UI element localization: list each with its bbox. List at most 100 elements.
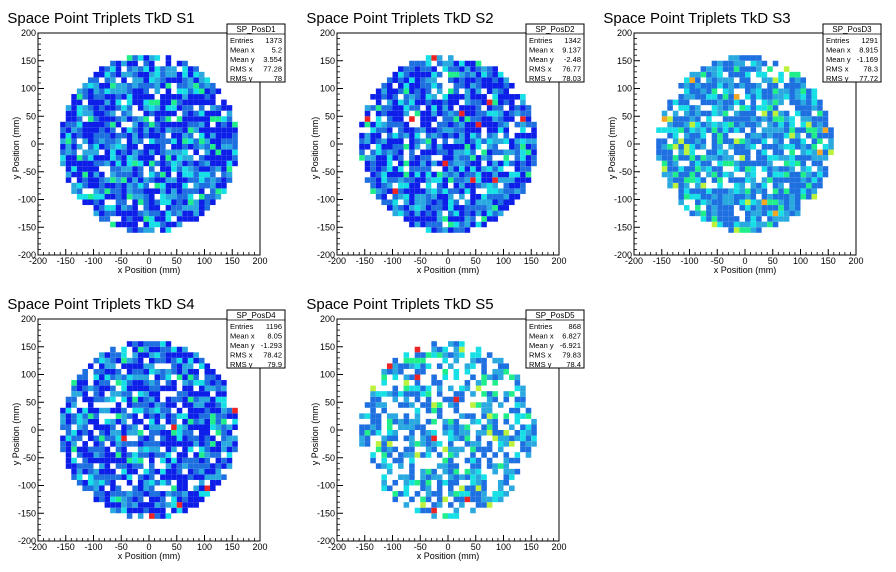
heatmap-bin bbox=[76, 88, 83, 95]
heatmap-bin bbox=[794, 188, 801, 194]
heatmap-bin bbox=[717, 99, 723, 106]
heatmap-bin bbox=[520, 441, 526, 447]
heatmap-bin bbox=[475, 110, 482, 117]
heatmap-bin bbox=[409, 357, 415, 364]
heatmap-bin bbox=[76, 463, 83, 469]
heatmap-bin bbox=[60, 132, 66, 139]
stats-value: 8.05 bbox=[267, 332, 282, 341]
heatmap-bin bbox=[800, 171, 807, 178]
heatmap-bin bbox=[453, 463, 460, 469]
heatmap-bin bbox=[717, 121, 723, 128]
heatmap-bin bbox=[370, 177, 376, 183]
heatmap-bin bbox=[221, 116, 227, 122]
heatmap-bin bbox=[503, 116, 510, 122]
heatmap-bin bbox=[193, 160, 199, 167]
heatmap-bin bbox=[160, 110, 166, 117]
heatmap-bin bbox=[794, 205, 801, 211]
heatmap-bin bbox=[221, 121, 227, 128]
heatmap-bin bbox=[789, 82, 795, 89]
heatmap-bin bbox=[137, 357, 144, 364]
heatmap-bin bbox=[115, 199, 122, 206]
heatmap-bin bbox=[706, 210, 712, 217]
heatmap-bin bbox=[215, 430, 222, 436]
heatmap-bin bbox=[93, 132, 100, 139]
x-tick-label: -100 bbox=[383, 256, 401, 266]
y-tick-label: -150 bbox=[18, 222, 36, 232]
heatmap-bin bbox=[420, 99, 426, 106]
heatmap-bin bbox=[783, 160, 790, 167]
heatmap-bin bbox=[414, 99, 421, 106]
heatmap-bin bbox=[520, 132, 526, 139]
heatmap-bin bbox=[403, 205, 410, 211]
heatmap-bin bbox=[82, 479, 88, 486]
heatmap-bin bbox=[110, 138, 116, 144]
heatmap-bin bbox=[99, 193, 105, 200]
heatmap-bin bbox=[503, 193, 510, 200]
heatmap-bin bbox=[226, 407, 233, 414]
heatmap-bin bbox=[71, 182, 77, 189]
heatmap-bin bbox=[750, 60, 757, 67]
heatmap-bin bbox=[470, 94, 476, 100]
heatmap-bin bbox=[198, 396, 205, 403]
heatmap-bin bbox=[414, 60, 421, 67]
heatmap-bin bbox=[700, 216, 707, 222]
heatmap-bin bbox=[149, 396, 155, 403]
x-tick-label: -50 bbox=[414, 256, 427, 266]
heatmap-bin bbox=[767, 177, 773, 183]
heatmap-bin bbox=[398, 66, 404, 72]
heatmap-bin bbox=[182, 485, 188, 492]
y-tick-label: 200 bbox=[21, 314, 36, 324]
heatmap-bin bbox=[750, 138, 757, 144]
heatmap-bin bbox=[165, 352, 172, 358]
heatmap-bin bbox=[132, 341, 138, 347]
heatmap-bin bbox=[65, 441, 72, 447]
heatmap-bin bbox=[137, 71, 144, 78]
heatmap-bin bbox=[822, 116, 829, 122]
heatmap-bin bbox=[204, 491, 211, 497]
heatmap-bin bbox=[121, 188, 127, 194]
heatmap-bin bbox=[149, 357, 155, 364]
heatmap-bin bbox=[215, 127, 222, 133]
heatmap-bin bbox=[115, 496, 122, 503]
heatmap-bin bbox=[739, 127, 745, 133]
heatmap-bin bbox=[386, 121, 393, 128]
heatmap-bin bbox=[392, 479, 399, 486]
heatmap-bin bbox=[182, 385, 188, 392]
heatmap-bin bbox=[104, 132, 111, 139]
heatmap-bin bbox=[386, 430, 393, 436]
heatmap-bin bbox=[137, 182, 144, 189]
heatmap-bin bbox=[149, 138, 155, 144]
heatmap-bin bbox=[717, 110, 723, 117]
heatmap-bin bbox=[160, 199, 166, 206]
heatmap-bin bbox=[154, 424, 161, 430]
heatmap-bin bbox=[87, 144, 94, 150]
heatmap-bin bbox=[403, 352, 410, 358]
heatmap-bin bbox=[761, 116, 768, 122]
heatmap-bin bbox=[470, 391, 476, 397]
heatmap-bin bbox=[470, 71, 476, 78]
heatmap-bin bbox=[420, 435, 426, 442]
heatmap-bin bbox=[204, 99, 211, 106]
heatmap-bin bbox=[204, 446, 211, 453]
heatmap-bin bbox=[520, 138, 526, 144]
heatmap-bin bbox=[700, 160, 707, 167]
heatmap-bin bbox=[722, 171, 729, 178]
x-axis-label: x Position (mm) bbox=[417, 551, 480, 561]
heatmap-bin bbox=[226, 435, 233, 442]
heatmap-bin bbox=[497, 193, 504, 200]
heatmap-bin bbox=[403, 171, 410, 178]
heatmap-bin bbox=[398, 166, 404, 172]
heatmap-bin bbox=[811, 105, 818, 111]
heatmap-bin bbox=[403, 402, 410, 408]
heatmap-bin bbox=[154, 121, 161, 128]
heatmap-bin bbox=[767, 193, 773, 200]
heatmap-bin bbox=[198, 391, 205, 397]
heatmap-bin bbox=[811, 94, 818, 100]
heatmap-bin bbox=[171, 132, 177, 139]
heatmap-bin bbox=[492, 177, 498, 183]
heatmap-bin bbox=[386, 177, 393, 183]
heatmap-bin bbox=[198, 430, 205, 436]
heatmap-bin bbox=[193, 205, 199, 211]
heatmap-bin bbox=[126, 380, 133, 386]
heatmap-bin bbox=[99, 468, 105, 475]
